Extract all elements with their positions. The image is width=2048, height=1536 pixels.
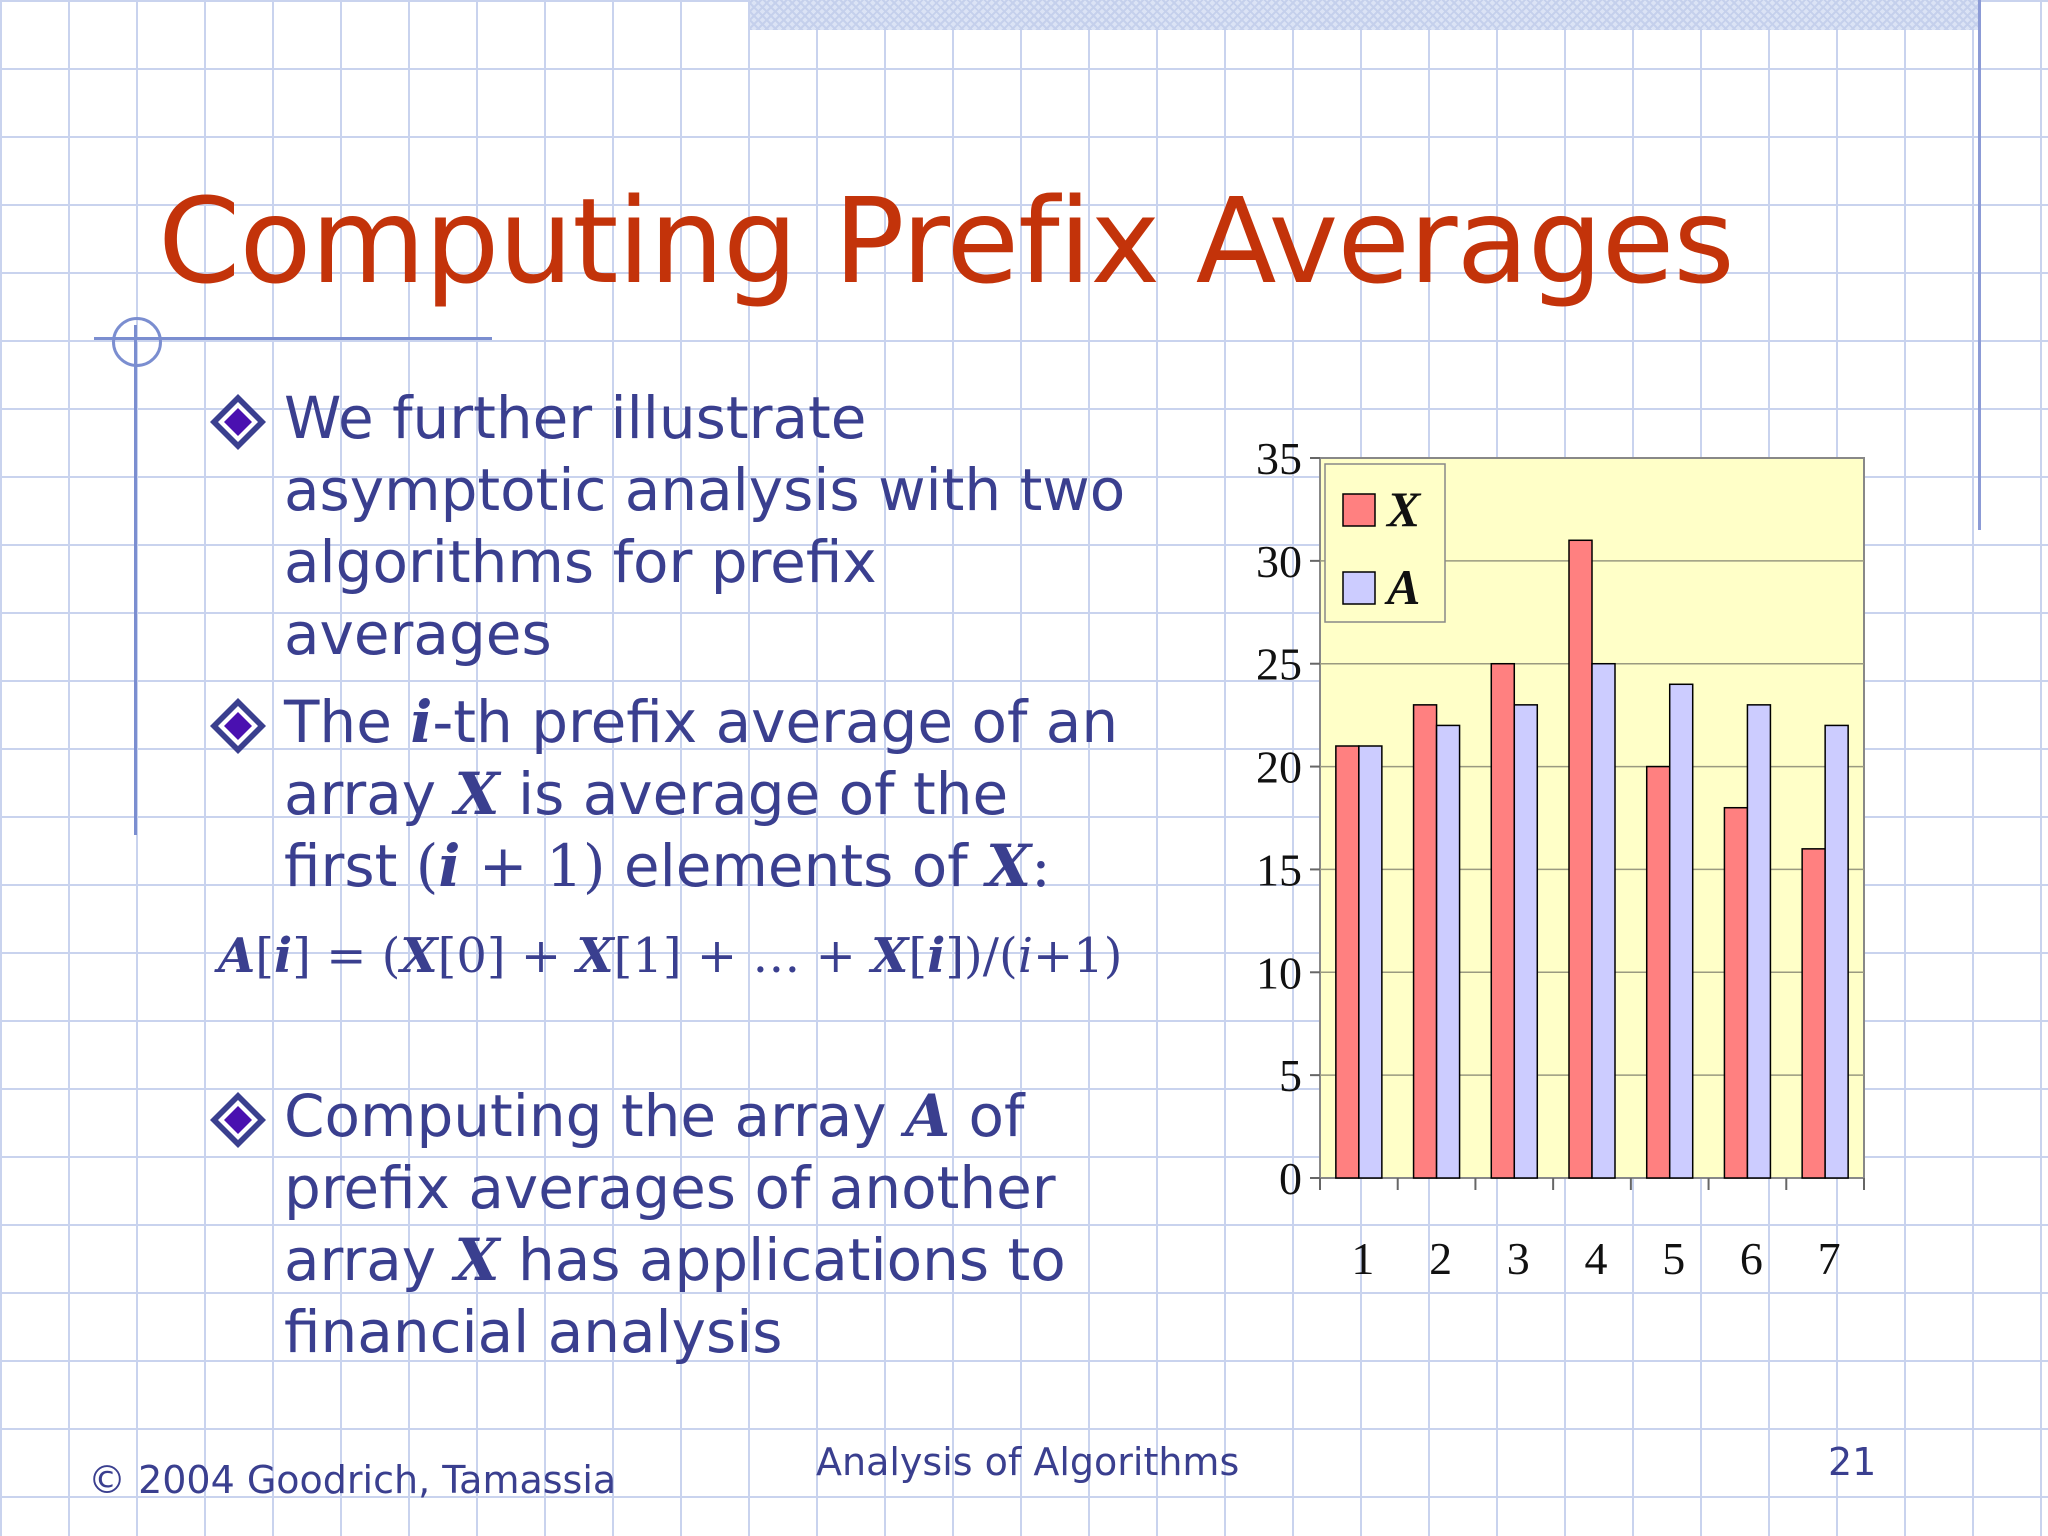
math-x: X — [454, 1226, 500, 1294]
formula-part: i — [273, 928, 293, 984]
formula-part: X — [400, 928, 438, 984]
bar-x-6 — [1723, 806, 1749, 1179]
bullet-1: We further illustrate asymptotic analysi… — [208, 382, 1138, 670]
formula-part: [ — [908, 928, 928, 984]
bar-a-2 — [1435, 724, 1461, 1179]
math-colon: : — [1031, 832, 1051, 900]
y-tick-label: 35 — [1256, 433, 1302, 484]
math-x: X — [986, 832, 1032, 900]
x-tick-label: 1 — [1351, 1233, 1374, 1284]
bar-x-2 — [1412, 704, 1438, 1179]
formula-part: i — [927, 928, 946, 984]
footer-course-title: Analysis of Algorithms — [816, 1440, 1240, 1484]
math-x: X — [454, 760, 500, 828]
formula-part: [0] + — [437, 928, 577, 984]
bullet-1-text: We further illustrate asymptotic analysi… — [284, 384, 1126, 668]
diamond-bullet-icon — [210, 698, 266, 754]
y-tick-label: 5 — [1279, 1050, 1302, 1101]
x-tick-label: 2 — [1429, 1233, 1452, 1284]
math-paren: ( — [415, 832, 439, 900]
bar-a-3 — [1513, 704, 1539, 1179]
formula-part: +1) — [1033, 928, 1123, 984]
y-tick-label: 15 — [1256, 844, 1302, 895]
math-i: i — [438, 832, 461, 900]
slide-title: Computing Prefix Averages — [158, 172, 1735, 310]
right-decor-rule — [1978, 0, 1981, 530]
left-decor-rule — [134, 325, 137, 835]
bar-a-5 — [1668, 683, 1694, 1179]
x-tick-label: 3 — [1507, 1233, 1530, 1284]
y-tick-label: 25 — [1256, 639, 1302, 690]
prefix-average-formula: A[i] = (X[0] + X[1] + … + X[i])/(i+1) — [218, 928, 1123, 984]
diamond-bullet-icon — [210, 394, 266, 450]
formula-part: A — [218, 928, 256, 984]
bar-x-1 — [1335, 745, 1360, 1179]
formula-part: [1] + … + — [613, 928, 872, 984]
legend-swatch-a — [1342, 571, 1376, 605]
bullet-3-part: has applications to financial analysis — [284, 1226, 1066, 1366]
crosshair-circle-icon — [112, 317, 162, 367]
bar-a-7 — [1824, 724, 1849, 1179]
formula-part: [ — [255, 928, 274, 984]
formula-part: i — [1017, 928, 1034, 984]
footer-copyright: © 2004 Goodrich, Tamassia — [88, 1458, 617, 1502]
bullet-3-text: Computing the array A of prefix averages… — [284, 1080, 1138, 1368]
bullet-2-part: is average of the first — [284, 760, 1009, 900]
bullet-2-part: The — [284, 688, 411, 756]
bar-x-5 — [1645, 765, 1671, 1179]
diamond-bullet-icon — [210, 1092, 266, 1148]
x-tick-label: 6 — [1740, 1233, 1763, 1284]
y-tick-label: 10 — [1256, 947, 1302, 998]
prefix-average-bar-chart: 0 5 10 15 20 25 30 35 1 2 3 4 5 6 7 XA — [1256, 433, 1865, 1284]
formula-part: X — [576, 928, 614, 984]
bar-a-4 — [1591, 662, 1616, 1179]
y-tick-label: 20 — [1256, 742, 1302, 793]
x-tick-label: 5 — [1662, 1233, 1685, 1284]
formula-part: ])/( — [945, 928, 1018, 984]
title-underline-rule — [94, 337, 492, 340]
legend-label-a: A — [1384, 559, 1420, 615]
x-tick-label: 7 — [1818, 1233, 1841, 1284]
x-tick-label: 4 — [1585, 1233, 1608, 1284]
legend-swatch-x — [1342, 493, 1376, 527]
math-i: i — [410, 688, 433, 756]
bullet-3-part: of prefix averages of another array — [284, 1082, 1056, 1294]
footer-page-number: 21 — [1828, 1440, 1877, 1484]
bullet-3: Computing the array A of prefix averages… — [208, 1080, 1138, 1368]
legend-label-x: X — [1385, 481, 1422, 537]
bullet-2: The i-th prefix average of an array X is… — [208, 686, 1138, 902]
formula-part: ] = ( — [292, 928, 401, 984]
bar-x-7 — [1801, 848, 1826, 1179]
bar-a-6 — [1746, 704, 1772, 1179]
bar-a-1 — [1358, 745, 1383, 1179]
y-tick-label: 30 — [1256, 536, 1302, 587]
bullet-2-part: -th prefix average of an array — [284, 688, 1119, 828]
top-pattern-band — [750, 0, 1980, 30]
math-plus-one: + 1) — [460, 832, 606, 900]
bullet-2-text: The i-th prefix average of an array X is… — [284, 686, 1138, 902]
formula-part: X — [871, 928, 909, 984]
math-a: A — [905, 1082, 951, 1150]
bar-x-4 — [1568, 539, 1593, 1179]
bullet-2-part: elements of — [605, 832, 987, 900]
y-tick-label: 0 — [1279, 1153, 1302, 1204]
bullet-3-part: Computing the array — [284, 1082, 906, 1150]
bar-x-3 — [1490, 662, 1516, 1179]
